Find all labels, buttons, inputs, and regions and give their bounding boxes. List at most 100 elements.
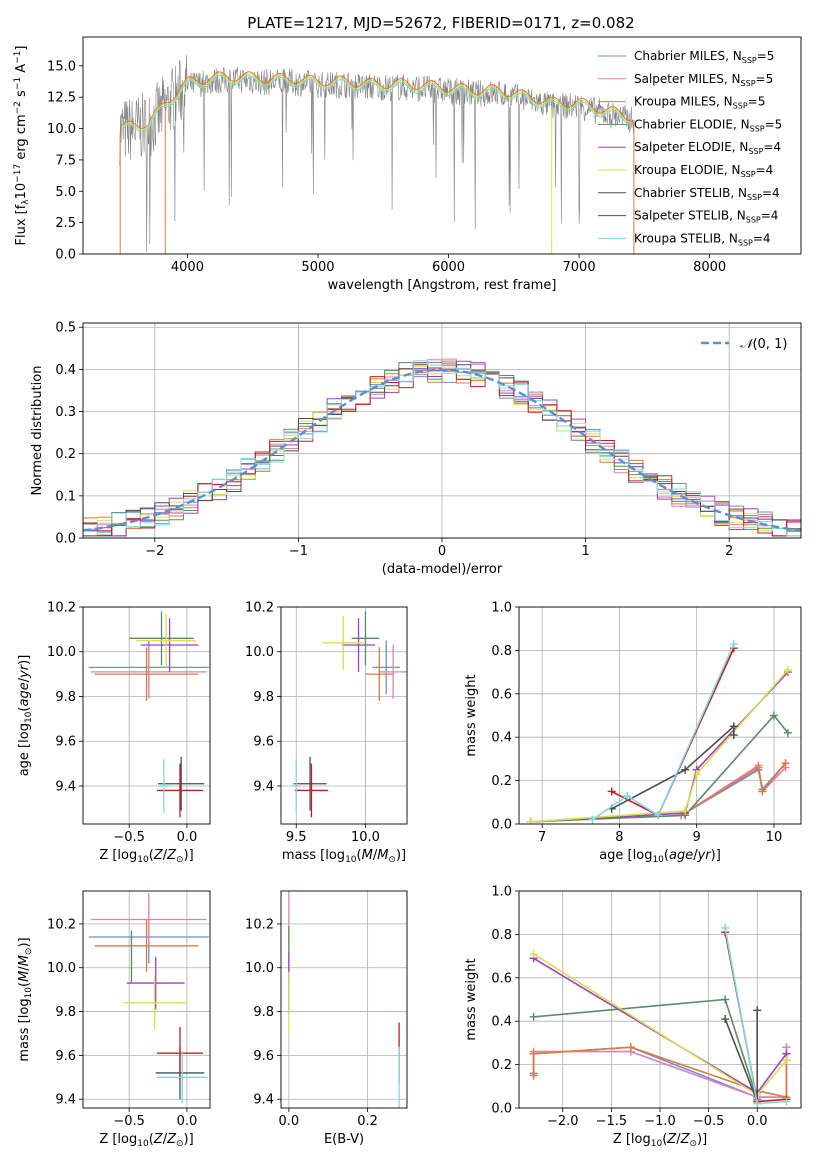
weight-marker <box>529 1049 538 1058</box>
y-tick-label: 9.4 <box>55 779 76 794</box>
age_vs_massweight-axes: 7 8 9 10 0.0 0.2 0.4 0.6 0.8 1.0 age [log10(age/yr… <box>464 601 802 865</box>
y-axis-label: mass weight <box>464 674 479 756</box>
weight-marker <box>753 1006 762 1015</box>
y-tick-label: 1.0 <box>491 601 512 616</box>
axes-frame <box>82 322 802 539</box>
axes-frame <box>82 36 802 255</box>
weight-marker <box>721 923 730 932</box>
weight-marker <box>729 722 738 731</box>
y-tick-label: 10.2 <box>245 601 274 616</box>
y-tick-label: 7.5 <box>55 153 76 168</box>
y-tick-label: 0.3 <box>55 405 76 420</box>
weight-marker <box>681 806 690 815</box>
x-tick-label: −0.5 <box>693 1114 725 1129</box>
y-axis-label: Normed distribution <box>30 366 45 496</box>
x-axis-label: mass [log10(M/M⊙)] <box>282 848 406 865</box>
spectrum-lines <box>119 54 635 254</box>
y-tick-label: 9.4 <box>55 1093 76 1108</box>
weight-marker <box>526 817 535 824</box>
axes-frame <box>82 606 211 825</box>
x-tick-label: −1 <box>289 544 308 559</box>
spectrum-legend: Chabrier MILES, NSSP=5 Salpeter MILES, NS… <box>598 49 782 247</box>
y-tick-label: 0.4 <box>55 363 76 378</box>
legend-label: Salpeter MILES, NSSP=5 <box>634 72 773 88</box>
x-tick-label: 5000 <box>301 260 334 275</box>
x-tick-label: −1.0 <box>644 1114 676 1129</box>
y-axis-label: Flux [fλ10−17 erg cm−2 s−1 A−1] <box>13 46 31 246</box>
spectrum-axes: 4000 5000 6000 7000 8000 0.0 2.5 5.0 7.5 10.0 12.5… <box>13 36 802 293</box>
weight-marker <box>782 1097 791 1106</box>
axes-frame <box>280 606 408 825</box>
Z_vs_mass-axes: −0.5 0.0 9.4 9.6 9.8 10.0 10.2 Z [log10(Z/Z⊙)] m… <box>17 890 211 1149</box>
EBV_vs_mass-points <box>288 891 400 1108</box>
y-tick-label: 15.0 <box>47 59 76 74</box>
x-tick-label: −0.5 <box>113 1114 145 1129</box>
weight-marker <box>692 770 701 779</box>
legend-label: Chabrier ELODIE, NSSP=5 <box>634 117 782 133</box>
x-tick-label: 10.0 <box>351 830 380 845</box>
weight-marker <box>729 731 738 740</box>
y-tick-label: 0.2 <box>491 1058 512 1073</box>
y-tick-label: 0.1 <box>55 489 76 504</box>
y-tick-label: 9.6 <box>253 1049 274 1064</box>
weight-marker <box>607 787 616 796</box>
y-tick-label: 10.0 <box>245 961 274 976</box>
x-axis-label: (data-model)/error <box>382 562 503 577</box>
x-axis-label: Z [log10(Z/Z⊙)] <box>99 1132 193 1149</box>
weight-marker <box>623 791 632 800</box>
y-tick-label: 10.0 <box>47 961 76 976</box>
EBV_vs_mass-axes: 0.0 0.2 9.4 9.6 9.8 10.0 10.2 E(B-V) <box>245 890 408 1147</box>
y-tick-label: 10.0 <box>245 645 274 660</box>
weight-marker <box>588 815 597 824</box>
weight-series <box>530 669 789 823</box>
weight-marker <box>781 759 790 768</box>
y-tick-label: 10.0 <box>47 122 76 137</box>
x-axis-label: wavelength [Angstrom, rest frame] <box>328 278 557 293</box>
x-tick-label: 1 <box>581 544 589 559</box>
y-tick-label: 0.6 <box>491 687 512 702</box>
x-tick-label: −2 <box>145 544 164 559</box>
Z_vs_massweight-axes: −2.0 −1.5 −1.0 −0.5 0.0 0.0 0.2 0.4 0.6 0.8 1.0 Z [… <box>464 885 802 1149</box>
y-tick-label: 9.4 <box>253 779 274 794</box>
x-tick-label: 9 <box>693 830 701 845</box>
y-tick-label: 0.8 <box>491 928 512 943</box>
x-tick-label: 7000 <box>563 260 596 275</box>
x-tick-label: 0 <box>438 544 446 559</box>
plot-area <box>519 607 801 824</box>
axes-frame <box>518 890 802 1109</box>
legend-label: 𝒩(0, 1) <box>740 337 787 352</box>
y-tick-label: 9.4 <box>253 1093 274 1108</box>
y-axis-label: mass [log10(M/M⊙)] <box>17 937 34 1061</box>
x-axis-label: Z [log10(Z/Z⊙)] <box>99 848 193 865</box>
y-tick-label: 0.6 <box>491 971 512 986</box>
x-tick-label: 0.0 <box>747 1114 768 1129</box>
Z_vs_massweight-series <box>529 923 791 1108</box>
mass_vs_age-axes: 9.5 10.0 9.4 9.6 9.8 10.0 10.2 mass [log10(M/M⊙… <box>245 601 408 865</box>
y-tick-label: 0.2 <box>491 774 512 789</box>
residual-histogram <box>83 364 801 537</box>
y-tick-label: 10.0 <box>47 645 76 660</box>
y-tick-label: 1.0 <box>491 885 512 900</box>
y-tick-label: 0.4 <box>491 1015 512 1030</box>
legend-label: Kroupa ELODIE, NSSP=4 <box>634 163 773 179</box>
y-tick-label: 0.4 <box>491 731 512 746</box>
weight-marker <box>721 995 730 1004</box>
x-tick-label: −2.0 <box>547 1114 579 1129</box>
weight-marker <box>721 1015 730 1024</box>
Z_vs_mass-points <box>88 893 209 1104</box>
y-tick-label: 12.5 <box>47 91 76 106</box>
weight-marker <box>758 787 767 796</box>
y-tick-label: 5.0 <box>55 185 76 200</box>
residuals-axes: −2 −1 0 1 2 0.0 0.1 0.2 0.3 0.4 0.5 𝒩(0, 1) (data-mo… <box>30 321 802 577</box>
weight-marker <box>783 665 792 674</box>
legend-label: Chabrier STELIB, NSSP=4 <box>634 186 780 202</box>
y-axis-label: mass weight <box>464 958 479 1040</box>
model-spectrum <box>121 75 631 133</box>
y-tick-label: 9.8 <box>55 1005 76 1020</box>
y-tick-label: 10.2 <box>245 917 274 932</box>
model-spectrum <box>121 71 631 129</box>
y-tick-label: 9.8 <box>253 690 274 705</box>
x-tick-label: 8 <box>615 830 623 845</box>
weight-marker <box>529 1071 538 1080</box>
